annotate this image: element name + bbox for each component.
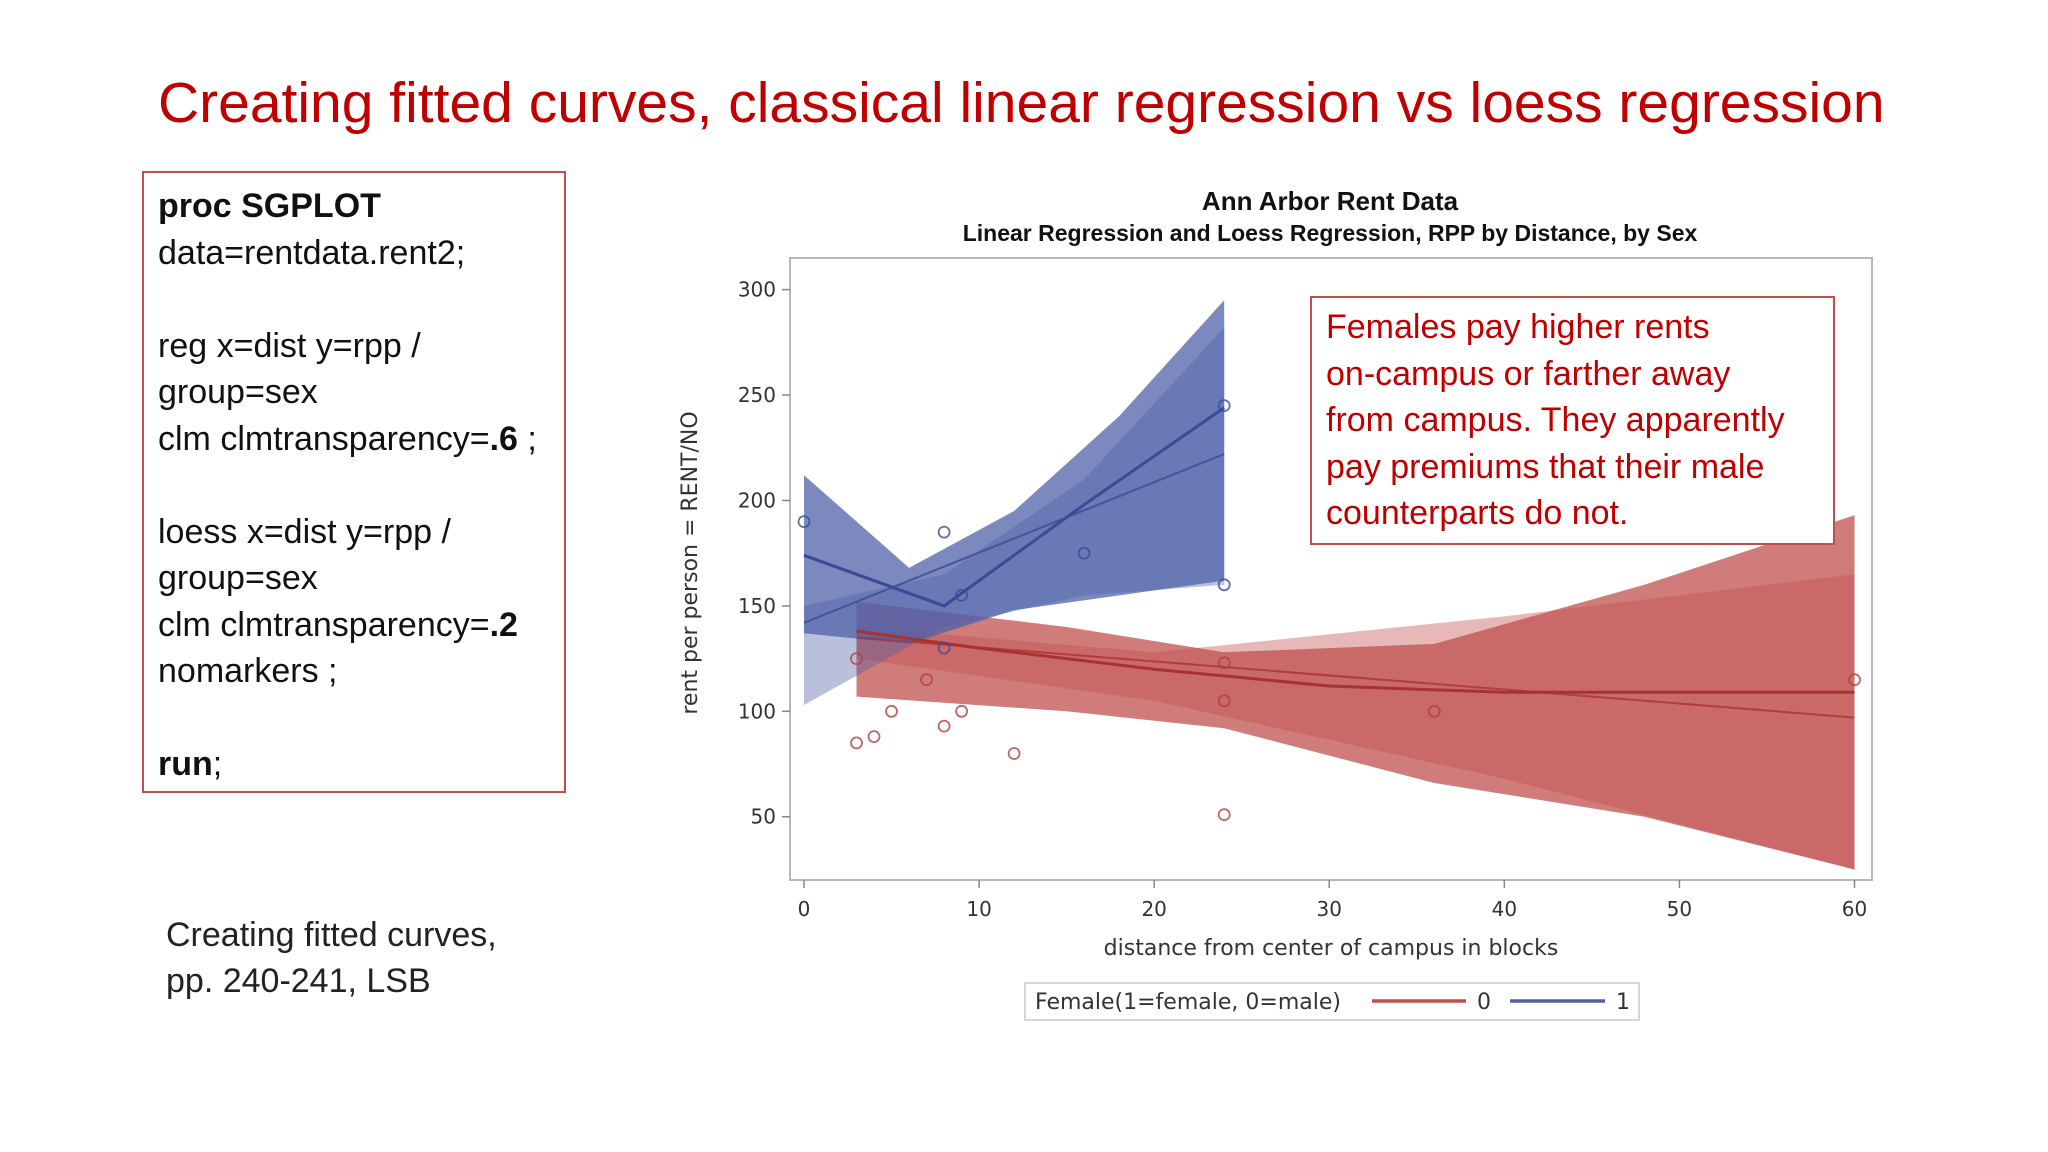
legend-entry-0: 0 bbox=[1477, 990, 1491, 1015]
data-markers bbox=[797, 399, 1861, 821]
code-line: group=sex bbox=[158, 369, 550, 416]
loess-confidence-band-0 bbox=[856, 515, 1855, 870]
callout-line: Females pay higher rents bbox=[1326, 308, 1710, 346]
code-text: group=sex bbox=[158, 559, 318, 597]
code-text: run bbox=[158, 745, 213, 783]
data-point-1 bbox=[937, 641, 951, 655]
code-line: reg x=dist y=rpp / bbox=[158, 323, 550, 370]
code-line: proc SGPLOT bbox=[158, 183, 550, 230]
y-axis-label: rent per person = RENT/NO bbox=[678, 411, 703, 714]
x-tick-label: 50 bbox=[1667, 897, 1692, 921]
code-text: ; bbox=[517, 419, 537, 458]
linear-fit-line-0 bbox=[856, 636, 1855, 719]
slide-title: Creating fitted curves, classical linear… bbox=[158, 71, 1885, 135]
legend-entry-1: 1 bbox=[1616, 990, 1630, 1015]
data-point-0 bbox=[920, 673, 933, 687]
fit-lines bbox=[803, 406, 1855, 719]
x-tick-label: 0 bbox=[798, 897, 811, 921]
x-axis-label: distance from center of campus in blocks bbox=[1104, 936, 1559, 961]
callout-line: on-campus or farther away bbox=[1326, 354, 1731, 393]
code-line: loess x=dist y=rpp / bbox=[158, 509, 550, 556]
code-text: clm clmtransparency= bbox=[158, 419, 490, 458]
x-tick-label: 40 bbox=[1492, 897, 1517, 921]
x-tick-label: 20 bbox=[1141, 897, 1166, 921]
code-text: data=rentdata.rent2; bbox=[158, 233, 466, 272]
x-tick-label: 10 bbox=[966, 897, 991, 921]
callout-line: from campus. They apparently bbox=[1326, 401, 1785, 439]
y-tick-label: 50 bbox=[751, 805, 776, 829]
loess-fit-line-1 bbox=[803, 406, 1226, 608]
data-point-1 bbox=[1217, 399, 1231, 413]
callout-line: pay premiums that their male bbox=[1326, 447, 1765, 486]
code-text: group=sex bbox=[158, 373, 318, 411]
reference-line: Creating fitted curves, bbox=[166, 916, 497, 954]
y-tick-label: 150 bbox=[738, 594, 776, 618]
callout-line: counterparts do not. bbox=[1326, 494, 1629, 532]
chart-subtitle: Linear Regression and Loess Regression, … bbox=[963, 220, 1698, 246]
axes: 0 10 20 30 40 50 60 50 100 150 200 250 300 bbox=[738, 278, 1867, 921]
loess-confidence-band-1 bbox=[804, 300, 1225, 644]
code-text: clm clmtransparency= bbox=[158, 605, 490, 644]
data-point-0 bbox=[867, 730, 881, 743]
data-point-0 bbox=[1848, 673, 1861, 687]
reference-note: Creating fitted curves, pp. 240-241, LSB bbox=[166, 912, 497, 1004]
data-point-0 bbox=[885, 704, 898, 718]
code-text: .6 bbox=[489, 419, 518, 458]
code-line: run; bbox=[158, 741, 550, 788]
data-point-1 bbox=[955, 589, 968, 602]
data-point-0 bbox=[1217, 694, 1231, 708]
code-text: .2 bbox=[489, 605, 518, 644]
x-tick-label: 60 bbox=[1842, 897, 1867, 921]
data-point-1 bbox=[1077, 546, 1091, 560]
callout-box: Females pay higher rents on-campus or far… bbox=[1310, 296, 1835, 545]
loess-fit-line-0 bbox=[856, 629, 1855, 694]
confidence-bands bbox=[804, 300, 1855, 870]
data-point-0 bbox=[955, 704, 968, 718]
reference-line: pp. 240-241, LSB bbox=[166, 962, 431, 1000]
data-point-0 bbox=[1427, 704, 1441, 718]
code-line: group=sex bbox=[158, 555, 550, 602]
linear-fit-line-1 bbox=[803, 453, 1225, 624]
code-line: nomarkers ; bbox=[158, 648, 550, 695]
code-text: proc SGPLOT bbox=[158, 187, 381, 225]
y-tick-label: 300 bbox=[738, 278, 776, 302]
data-point-0 bbox=[850, 736, 863, 750]
legend-title: Female(1=female, 0=male) bbox=[1035, 990, 1341, 1015]
code-text: nomarkers ; bbox=[158, 652, 338, 690]
legend: Female(1=female, 0=male) 0 1 bbox=[1024, 982, 1640, 1021]
data-point-0 bbox=[850, 652, 863, 665]
y-tick-label: 200 bbox=[738, 488, 776, 512]
data-point-0 bbox=[1007, 747, 1021, 760]
code-text: loess x=dist y=rpp / bbox=[158, 512, 451, 551]
code-line: clm clmtransparency=.2 bbox=[158, 602, 550, 649]
code-line: data=rentdata.rent2; bbox=[158, 230, 550, 277]
data-point-0 bbox=[1217, 656, 1231, 670]
code-line: clm clmtransparency=.6 ; bbox=[158, 416, 550, 463]
data-point-0 bbox=[1217, 808, 1231, 821]
data-point-1 bbox=[797, 515, 811, 528]
chart-title: Ann Arbor Rent Data bbox=[1202, 186, 1459, 216]
x-tick-label: 30 bbox=[1317, 897, 1342, 921]
data-point-1 bbox=[1217, 578, 1231, 592]
code-box: proc SGPLOT data=rentdata.rent2; reg x=dis… bbox=[142, 171, 566, 793]
data-point-0 bbox=[937, 719, 951, 733]
y-tick-label: 100 bbox=[738, 699, 776, 723]
data-point-1 bbox=[937, 525, 951, 539]
code-text: ; bbox=[212, 745, 223, 783]
y-tick-label: 250 bbox=[738, 383, 776, 407]
code-text: reg x=dist y=rpp / bbox=[158, 326, 421, 365]
